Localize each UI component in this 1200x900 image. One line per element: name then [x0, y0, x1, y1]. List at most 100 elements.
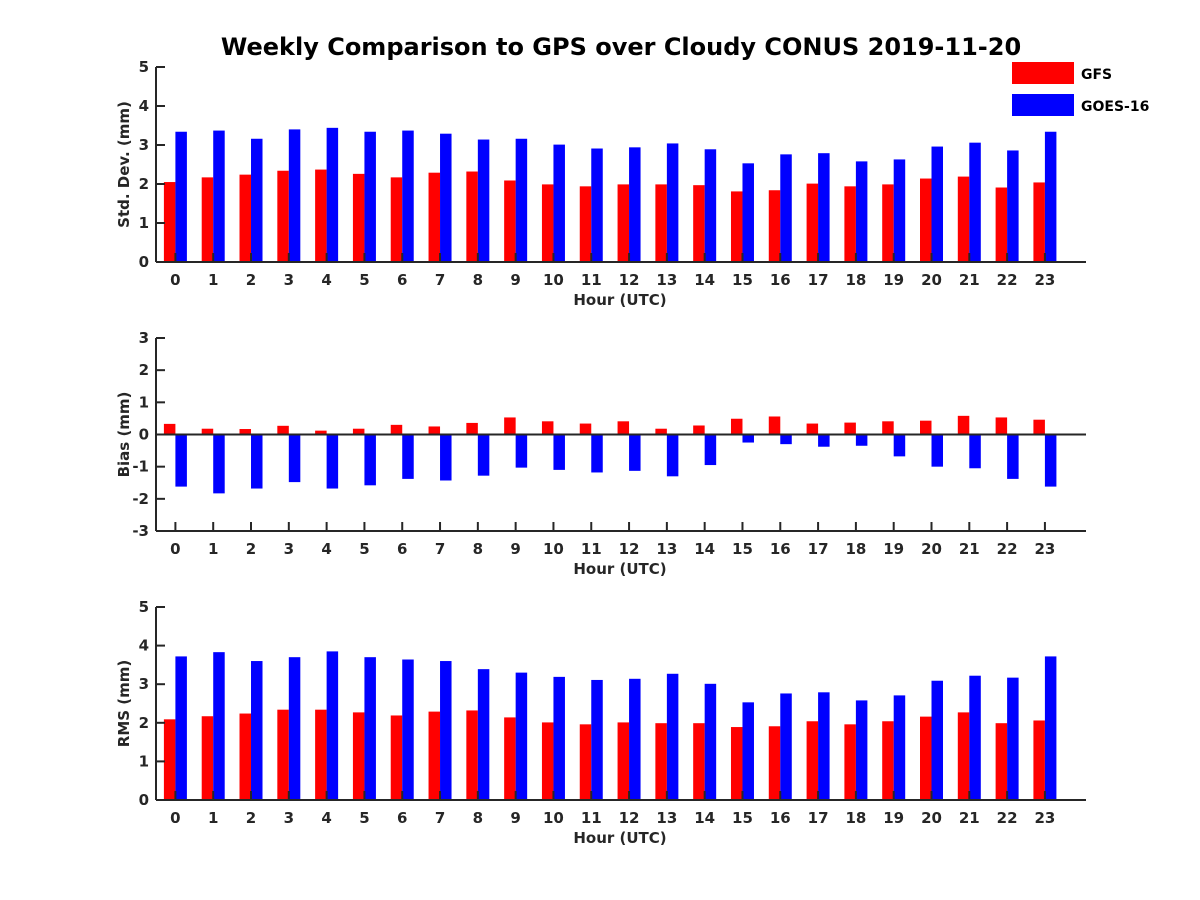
y-tick-label-stddev: 2 [139, 175, 149, 193]
bar-stddev-goes16-13 [666, 143, 679, 262]
y-tick-label-stddev: 5 [139, 58, 149, 76]
bar-rms-goes16-5 [364, 657, 376, 800]
bar-stddev-goes16-16 [780, 154, 792, 262]
bar-rms-gfs-16 [768, 726, 781, 800]
bar-rms-gfs-11 [579, 724, 592, 800]
bar-stddev-gfs-6 [390, 177, 403, 262]
x-tick-label-stddev: 8 [473, 271, 483, 289]
bar-stddev-gfs-20 [920, 178, 932, 262]
bar-stddev-goes16-4 [326, 127, 339, 262]
bar-bias-goes16-8 [477, 434, 490, 476]
bar-rms-gfs-22 [995, 723, 1008, 800]
x-tick-label-rms: 12 [619, 809, 640, 827]
x-tick-label-rms: 13 [656, 809, 677, 827]
y-tick-label-bias: -3 [132, 522, 149, 540]
legend: GFS GOES-16 [1012, 62, 1149, 116]
bar-bias-gfs-2 [239, 429, 252, 435]
bar-bias-goes16-11 [591, 434, 603, 473]
bar-stddev-gfs-11 [579, 186, 592, 262]
x-tick-label-stddev: 20 [921, 271, 942, 289]
y-tick-label-stddev: 0 [139, 253, 149, 271]
x-tick-label-stddev: 21 [959, 271, 980, 289]
bar-stddev-gfs-10 [541, 184, 554, 262]
x-tick-label-rms: 17 [808, 809, 829, 827]
bar-rms-goes16-15 [742, 702, 754, 800]
bar-bias-goes16-13 [666, 434, 679, 477]
bar-rms-goes16-19 [893, 695, 906, 800]
x-tick-label-rms: 22 [997, 809, 1018, 827]
x-tick-label-rms: 7 [435, 809, 445, 827]
x-tick-label-stddev: 16 [770, 271, 791, 289]
bar-bias-gfs-12 [617, 421, 630, 435]
bar-stddev-gfs-18 [844, 186, 856, 262]
bar-bias-gfs-20 [920, 420, 932, 435]
bar-rms-goes16-8 [477, 669, 490, 800]
x-axis-label-stddev: Hour (UTC) [573, 291, 666, 309]
y-tick-label-bias: 0 [139, 426, 149, 444]
legend-swatch-goes16 [1012, 94, 1074, 116]
x-tick-label-bias: 18 [845, 540, 866, 558]
bar-stddev-goes16-22 [1007, 150, 1019, 262]
x-tick-label-rms: 5 [359, 809, 369, 827]
x-tick-label-bias: 8 [473, 540, 483, 558]
bar-rms-gfs-15 [730, 727, 743, 800]
x-tick-label-stddev: 7 [435, 271, 445, 289]
x-tick-label-rms: 1 [208, 809, 218, 827]
bar-rms-gfs-19 [882, 721, 894, 800]
bar-rms-goes16-4 [326, 651, 339, 800]
x-tick-label-stddev: 23 [1034, 271, 1055, 289]
x-tick-label-rms: 0 [170, 809, 180, 827]
bar-stddev-gfs-5 [352, 173, 365, 262]
x-tick-label-rms: 16 [770, 809, 791, 827]
bar-bias-goes16-1 [213, 434, 225, 494]
bar-stddev-goes16-6 [402, 130, 414, 262]
x-tick-label-rms: 18 [845, 809, 866, 827]
bar-rms-goes16-22 [1007, 677, 1019, 800]
x-tick-label-stddev: 2 [246, 271, 256, 289]
bar-rms-goes16-20 [931, 680, 943, 800]
y-tick-label-stddev: 3 [139, 136, 149, 154]
bar-rms-goes16-0 [175, 656, 187, 800]
x-tick-label-rms: 21 [959, 809, 980, 827]
x-tick-label-bias: 6 [397, 540, 407, 558]
bar-bias-gfs-8 [466, 422, 478, 435]
x-tick-label-bias: 13 [656, 540, 677, 558]
x-tick-label-rms: 10 [543, 809, 564, 827]
bar-rms-gfs-23 [1033, 720, 1045, 800]
bar-bias-gfs-21 [957, 415, 970, 435]
bar-rms-goes16-21 [969, 675, 981, 800]
bar-rms-gfs-9 [504, 717, 516, 800]
y-tick-label-rms: 1 [139, 752, 149, 770]
bar-bias-goes16-15 [742, 434, 754, 443]
bar-bias-goes16-2 [251, 434, 263, 489]
bar-rms-goes16-18 [855, 700, 868, 800]
bar-stddev-goes16-18 [855, 161, 868, 262]
bar-bias-goes16-4 [326, 434, 339, 489]
x-tick-label-rms: 6 [397, 809, 407, 827]
bar-rms-gfs-2 [239, 713, 252, 800]
chart-title: Weekly Comparison to GPS over Cloudy CON… [221, 33, 1021, 61]
bar-bias-goes16-22 [1007, 434, 1019, 479]
bar-stddev-goes16-12 [629, 147, 641, 262]
bar-rms-goes16-12 [629, 678, 641, 800]
bar-bias-goes16-10 [553, 434, 565, 470]
x-tick-label-bias: 2 [246, 540, 256, 558]
x-tick-label-rms: 20 [921, 809, 942, 827]
bar-stddev-gfs-7 [428, 172, 441, 262]
bar-rms-gfs-10 [541, 722, 554, 800]
bar-stddev-gfs-23 [1033, 182, 1045, 262]
bar-rms-goes16-10 [553, 676, 565, 800]
bar-bias-gfs-5 [352, 428, 365, 435]
bar-bias-goes16-12 [629, 434, 641, 471]
bar-rms-goes16-6 [402, 659, 414, 800]
x-tick-label-rms: 11 [581, 809, 602, 827]
x-tick-label-stddev: 10 [543, 271, 564, 289]
bar-stddev-gfs-3 [277, 170, 289, 262]
bar-rms-gfs-20 [920, 716, 932, 800]
bar-bias-gfs-23 [1033, 419, 1045, 435]
bar-rms-goes16-9 [515, 672, 528, 800]
bar-bias-goes16-6 [402, 434, 414, 479]
bar-bias-gfs-17 [806, 423, 819, 435]
bar-bias-gfs-0 [163, 423, 176, 435]
bar-bias-gfs-4 [315, 430, 327, 435]
